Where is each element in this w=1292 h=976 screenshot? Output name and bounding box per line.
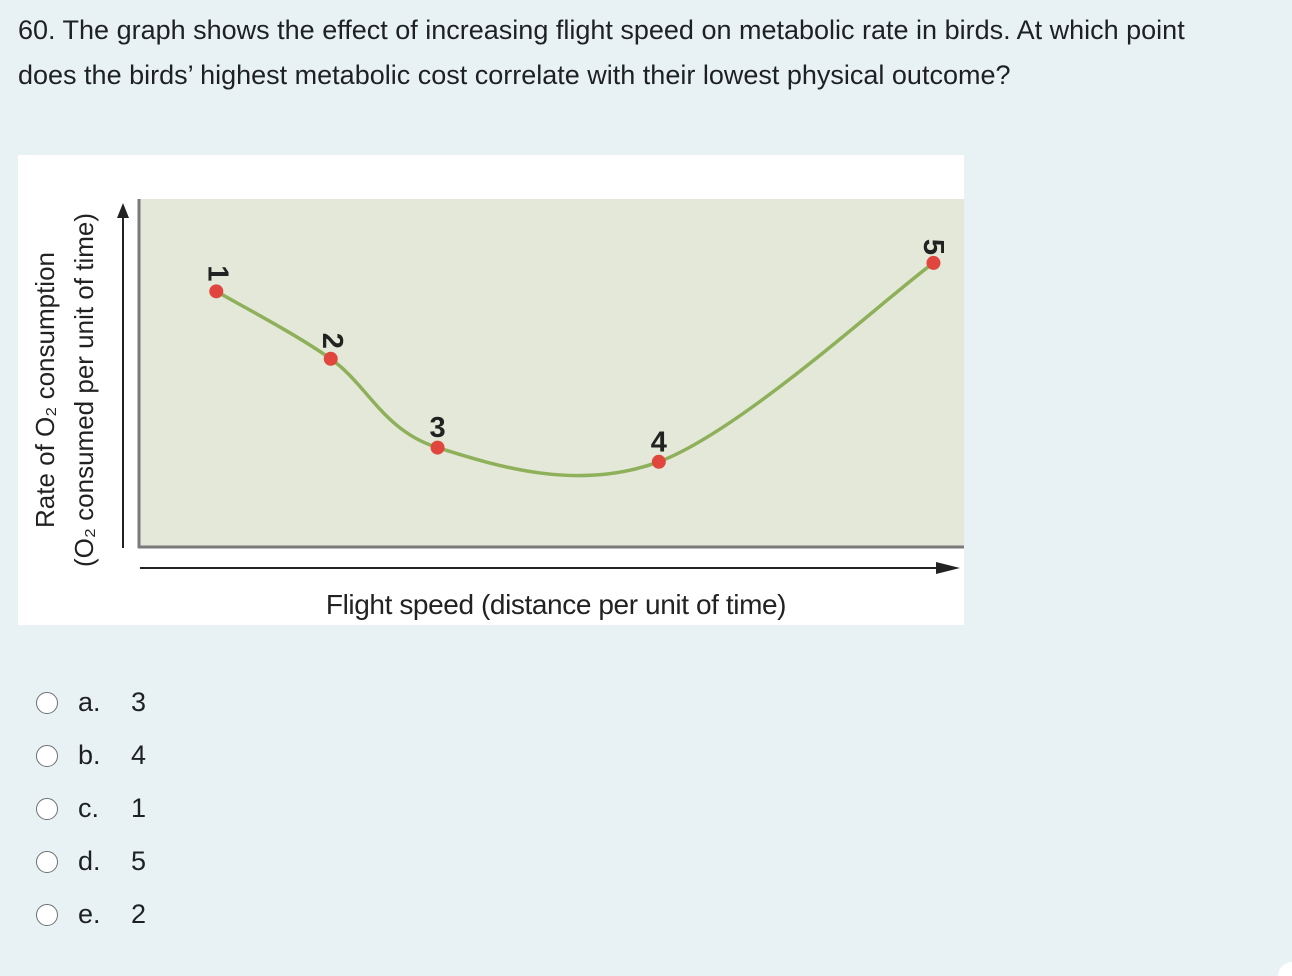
option-a-letter: a. xyxy=(78,687,101,717)
x-axis-label: Flight speed (distance per unit of time) xyxy=(325,589,787,620)
option-e-radio[interactable] xyxy=(36,903,58,926)
question-text: 60. The graph shows the effect of increa… xyxy=(18,15,1185,90)
data-point-5 xyxy=(926,255,941,270)
option-a-radio[interactable] xyxy=(36,691,58,714)
metabolic-rate-chart: 1 2 3 4 5 Rate of O₂ consumption (O₂ consume… xyxy=(18,155,964,625)
option-b-letter: b. xyxy=(78,740,101,770)
chart-svg: 1 2 3 4 5 xyxy=(117,199,964,574)
y-axis-label-line2: (O₂ consumed per unit of time) xyxy=(69,213,99,568)
option-b-value: 4 xyxy=(131,740,147,770)
option-b[interactable]: b. 4 xyxy=(36,729,146,782)
y-axis-arrowhead xyxy=(117,203,129,218)
option-a[interactable]: a. 3 xyxy=(36,676,146,729)
option-d-letter: d. xyxy=(78,846,101,876)
option-c-radio[interactable] xyxy=(36,797,58,820)
option-d-value: 5 xyxy=(131,846,147,876)
data-point-4 xyxy=(651,454,666,469)
data-label-5: 5 xyxy=(917,239,949,255)
data-label-3: 3 xyxy=(429,412,445,444)
window-corner xyxy=(1278,962,1292,976)
metabolic-curve xyxy=(214,261,936,478)
option-e[interactable]: e. 2 xyxy=(36,888,146,941)
option-c-letter: c. xyxy=(78,793,100,823)
option-a-value: 3 xyxy=(131,687,147,717)
data-point-3 xyxy=(430,440,445,455)
y-axis-label-line1: Rate of O₂ consumption xyxy=(30,252,60,529)
option-e-letter: e. xyxy=(78,899,101,929)
data-label-2: 2 xyxy=(316,333,348,349)
option-c-value: 1 xyxy=(131,793,147,823)
data-label-4: 4 xyxy=(651,426,667,458)
data-point-1 xyxy=(209,284,224,299)
option-e-value: 2 xyxy=(131,899,147,929)
option-d-radio[interactable] xyxy=(36,850,58,873)
plot-area xyxy=(138,199,964,547)
data-point-2 xyxy=(323,351,338,366)
y-axis-label: Rate of O₂ consumption (O₂ consumed per … xyxy=(18,155,112,625)
option-b-radio[interactable] xyxy=(36,744,58,767)
x-axis-arrowhead xyxy=(936,562,960,574)
data-label-1: 1 xyxy=(202,265,234,281)
option-d[interactable]: d. 5 xyxy=(36,835,146,888)
option-c[interactable]: c. 1 xyxy=(36,782,146,835)
answer-options: a. 3 b. 4 c. 1 d. 5 e. 2 xyxy=(36,676,146,941)
